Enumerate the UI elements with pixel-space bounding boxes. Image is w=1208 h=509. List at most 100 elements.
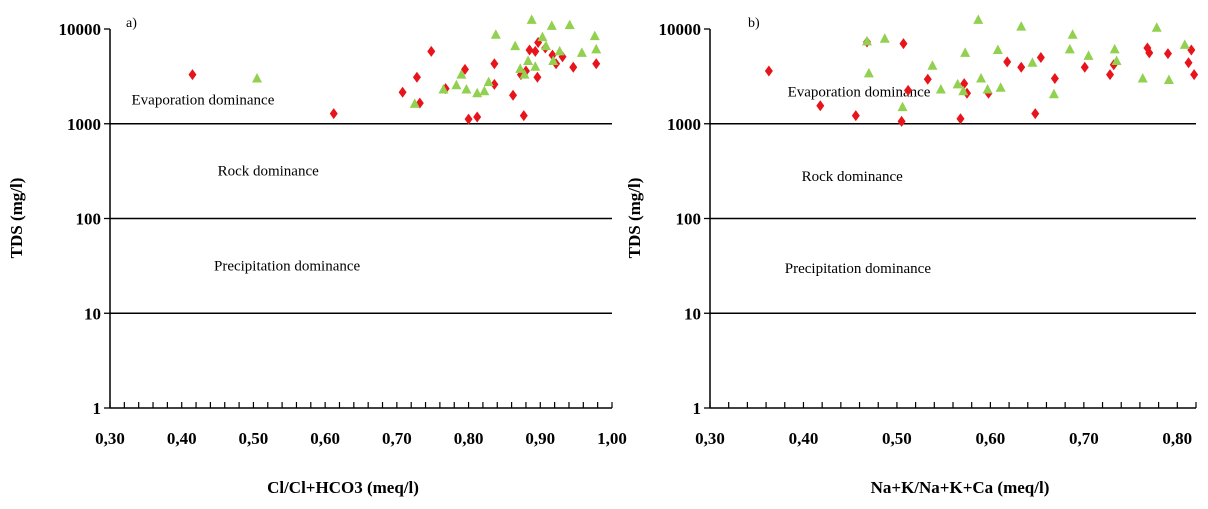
x-tick-label: 0,60 (976, 429, 1006, 448)
data-point-triangle (519, 69, 530, 79)
data-point-triangle (548, 55, 559, 65)
axes: 1 10 100 1000 10000 0,30 0,40 0,50 0,60 0,70 0,80 (659, 20, 1197, 448)
data-point-diamond (1017, 61, 1026, 73)
data-point-diamond (509, 89, 518, 101)
data-point-diamond (525, 44, 534, 56)
data-point-triangle (952, 78, 963, 89)
x-tick-label: 0,30 (695, 429, 725, 448)
data-point-triangle (1083, 50, 1094, 60)
y-tick-label: 10000 (59, 20, 102, 39)
data-point-diamond (473, 111, 482, 123)
data-point-diamond (329, 108, 338, 120)
data-point-triangle (958, 85, 969, 96)
data-point-triangle (897, 101, 908, 112)
data-point-diamond (851, 110, 860, 122)
region-label-evaporation: Evaporation dominance (788, 84, 931, 100)
data-point-triangle (472, 87, 483, 98)
data-point-diamond (592, 58, 601, 70)
data-point-triangle (863, 67, 874, 78)
data-point-triangle (973, 14, 984, 24)
chart-panel-b: b) TDS (mg/l) Na+K/Na+K+Ca (meq/l) Evapo… (625, 14, 1199, 497)
region-label-evaporation: Evaporation dominance (132, 93, 275, 109)
data-point-triangle (976, 73, 987, 83)
data-point-triangle (1067, 29, 1078, 39)
data-point-diamond (1050, 73, 1059, 85)
data-point-diamond (1187, 44, 1196, 56)
data-point-diamond (816, 100, 825, 112)
data-point-triangle (1151, 22, 1162, 32)
data-point-diamond (1031, 108, 1040, 120)
data-point-triangle (1027, 57, 1038, 67)
y-tick-label: 1000 (667, 115, 701, 134)
data-point-triangle (451, 79, 462, 90)
data-point-triangle (541, 40, 552, 51)
data-point-triangle (515, 63, 526, 73)
data-point-triangle (456, 69, 467, 79)
panel-label: a) (126, 16, 137, 31)
y-tick-label: 100 (676, 210, 702, 229)
data-point-diamond (464, 113, 473, 125)
data-point-triangle (591, 43, 602, 54)
data-point-triangle (438, 83, 449, 94)
data-point-triangle (995, 82, 1006, 92)
data-point-diamond (1184, 57, 1193, 69)
data-point-triangle (862, 35, 873, 46)
y-tick-label: 10 (84, 304, 101, 323)
x-tick-label: 0,40 (167, 429, 197, 448)
data-point-diamond (1190, 69, 1199, 81)
region-label-rock: Rock dominance (218, 164, 320, 180)
data-point-triangle (1109, 43, 1120, 54)
y-tick-label: 1 (693, 399, 702, 418)
y-tick-label: 10000 (659, 20, 702, 39)
data-point-triangle (537, 31, 548, 42)
data-point-triangle (927, 60, 938, 70)
x-tick-label: 0,50 (882, 429, 912, 448)
data-point-triangle (1163, 74, 1174, 84)
data-point-triangle (992, 44, 1003, 55)
data-point-diamond (548, 49, 557, 61)
data-point-diamond (490, 78, 499, 90)
y-axis-title: TDS (mg/l) (625, 178, 644, 259)
data-point-triangle (554, 45, 565, 56)
region-label-precipitation: Precipitation dominance (785, 261, 932, 277)
data-point-triangle (1016, 21, 1027, 31)
data-point-triangle (483, 76, 494, 87)
x-tick-label: 1,00 (597, 429, 627, 448)
data-point-triangle (409, 98, 420, 108)
data-point-diamond (531, 45, 540, 57)
data-point-triangle (1111, 55, 1122, 65)
data-point-diamond (460, 63, 469, 75)
data-point-diamond (519, 110, 528, 122)
x-tick-label: 0,70 (1069, 429, 1099, 448)
y-tick-label: 1000 (67, 115, 101, 134)
data-point-diamond (764, 65, 773, 77)
x-tick-label: 0,90 (525, 429, 555, 448)
y-tick-label: 1 (93, 399, 102, 418)
data-point-triangle (479, 85, 490, 96)
data-point-diamond (1163, 48, 1172, 60)
data-point-triangle (1179, 39, 1190, 49)
data-point-diamond (569, 61, 578, 73)
y-tick-label: 100 (76, 210, 102, 229)
panel-label: b) (748, 16, 760, 31)
data-point-diamond (1080, 61, 1089, 73)
data-point-diamond (398, 86, 407, 98)
data-point-triangle (1137, 73, 1148, 83)
data-point-triangle (879, 33, 890, 43)
data-point-triangle (546, 20, 557, 30)
x-tick-label: 0,50 (239, 429, 269, 448)
axes: 1 10 100 1000 10000 0,30 0,40 0,50 0,60 0,70 0,80 0… (59, 20, 627, 448)
data-point-triangle (1048, 88, 1059, 99)
data-point-diamond (188, 69, 197, 81)
data-point-diamond (897, 115, 906, 127)
x-tick-label: 0,80 (1162, 429, 1192, 448)
x-axis-title: Na+K/Na+K+Ca (meq/l) (871, 478, 1050, 497)
data-point-diamond (1106, 69, 1115, 81)
x-axis-title: Cl/Cl+HCO3 (meq/l) (267, 478, 419, 497)
data-point-triangle (523, 55, 534, 65)
data-point-triangle (982, 83, 993, 94)
data-point-triangle (490, 29, 501, 39)
data-point-triangle (564, 19, 575, 30)
data-point-diamond (923, 73, 932, 85)
